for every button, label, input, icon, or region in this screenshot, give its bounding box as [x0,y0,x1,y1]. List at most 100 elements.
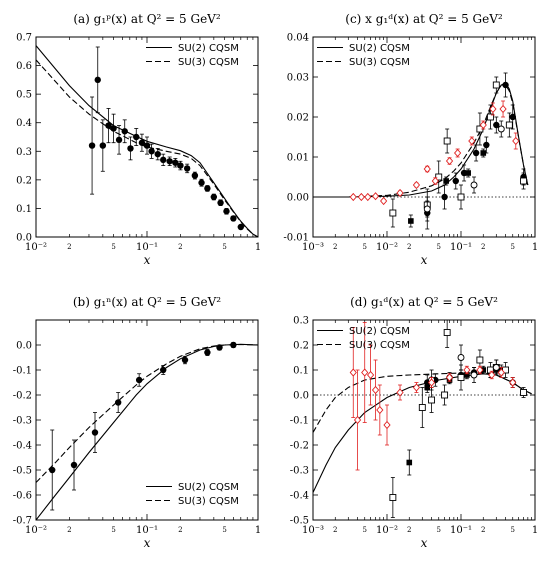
data-point [423,164,431,174]
x-minor-label: 5 [436,526,440,534]
data-point [480,148,487,158]
marker-open-diamond [361,368,369,377]
data-point [427,377,436,388]
marker-open-diamond [454,148,462,158]
marker-open-square [492,81,500,89]
marker-filled-circle [121,128,128,135]
y-tick-label: -0.5 [290,516,309,527]
data-point [428,387,436,413]
marker-open-diamond [349,192,357,202]
y-tick-label: 0.0 [293,391,309,402]
x-minor-label: 2 [67,526,71,534]
x-tick-label: 10⁻² [25,525,47,536]
data-point [468,136,476,146]
marker-open-diamond [488,370,496,380]
marker-open-circle [497,125,505,133]
marker-filled-circle [99,142,107,149]
y-tick-label: -0.7 [13,516,32,527]
x-minor-label: 5 [111,526,115,534]
y-tick-label: 0.1 [293,366,309,377]
x-minor-label: 5 [222,526,226,534]
data-point [160,153,167,166]
y-tick-label: -0.6 [13,491,32,502]
data-point [412,180,421,190]
marker-filled-circle [483,141,490,149]
data-point [418,387,426,428]
x-tick-label: 10⁻² [376,525,398,536]
data-point [445,156,454,166]
marker-filled-square [408,218,414,224]
marker-filled-circle [493,121,500,129]
x-minor-label: 2 [481,526,485,534]
data-point [520,172,527,190]
marker-open-diamond [476,365,484,375]
data-point [441,184,448,210]
data-point [376,384,384,436]
y-tick-label: -0.01 [283,233,309,244]
data-point [127,136,134,161]
data-point [470,176,478,194]
data-point [457,184,465,210]
legend-label: SU(2) CQSM [178,43,239,54]
marker-open-diamond [431,176,439,186]
marker-filled-circle [114,399,122,406]
marker-filled-circle [154,150,161,158]
marker-open-circle [492,364,500,371]
y-tick-label: -0.3 [290,466,309,477]
su3-curve [313,372,532,433]
plot-frame [312,36,536,238]
x-tick-label: 1 [255,242,261,253]
data-point [454,148,462,158]
data-point [172,158,179,168]
marker-filled-circle [198,179,205,186]
data-point [493,116,500,134]
data-point [441,384,449,406]
data-point [105,108,112,144]
x-axis-label: x [144,536,151,550]
marker-filled-circle [110,125,117,132]
marker-open-square [389,209,397,217]
y-tick-label: -0.5 [13,466,32,477]
data-point [191,171,199,180]
marker-filled-circle [135,376,143,384]
panel-c: -0.01 0.00 0.01 0.02 0.03 0.04 10⁻³ 10⁻² 10⁻¹ 1 2 5… [283,12,538,267]
marker-filled-circle [143,142,151,149]
marker-open-diamond [479,120,487,130]
panel-title: (b) g₁ⁿ(x) at Q² = 5 GeV² [73,295,221,309]
marker-filled-square [443,178,449,184]
x-tick-label: 10⁻¹ [450,242,472,253]
y-tick-label: -0.4 [13,441,32,452]
legend-label: SU(2) CQSM [349,326,410,337]
marker-filled-circle [509,113,516,121]
data-point [148,143,155,159]
data-point [465,168,471,178]
data-point [520,387,527,398]
data-point [502,72,509,98]
data-point [135,373,143,387]
panel-a: 0.0 0.1 0.2 0.3 0.4 0.5 0.6 0.7 10⁻² 10⁻¹ 1 2 5 2 5 (a)… [16,12,261,267]
marker-open-square [486,113,494,121]
x-minor-label: 5 [436,243,440,251]
marker-open-square [428,396,436,404]
marker-filled-circle [127,145,134,152]
marker-open-square [389,494,397,501]
marker-open-diamond [376,405,384,415]
marker-filled-circle [49,466,56,474]
y-tick-label: 0.4 [16,118,32,129]
data-point [509,377,517,388]
marker-open-square [457,374,465,381]
data-point [406,449,413,476]
marker-filled-circle [502,81,509,89]
data-point [380,196,388,206]
su3-curve [313,84,529,198]
data-point [110,113,117,144]
legend: SU(2) CQSM SU(3) CQSM [146,43,239,68]
data-point [366,344,375,406]
x-tick-label: 10⁻² [376,242,398,253]
marker-filled-square [480,150,487,156]
marker-filled-circle [204,185,211,192]
legend-label: SU(3) CQSM [349,340,410,351]
marker-open-diamond [349,368,357,377]
marker-open-diamond [383,420,391,430]
